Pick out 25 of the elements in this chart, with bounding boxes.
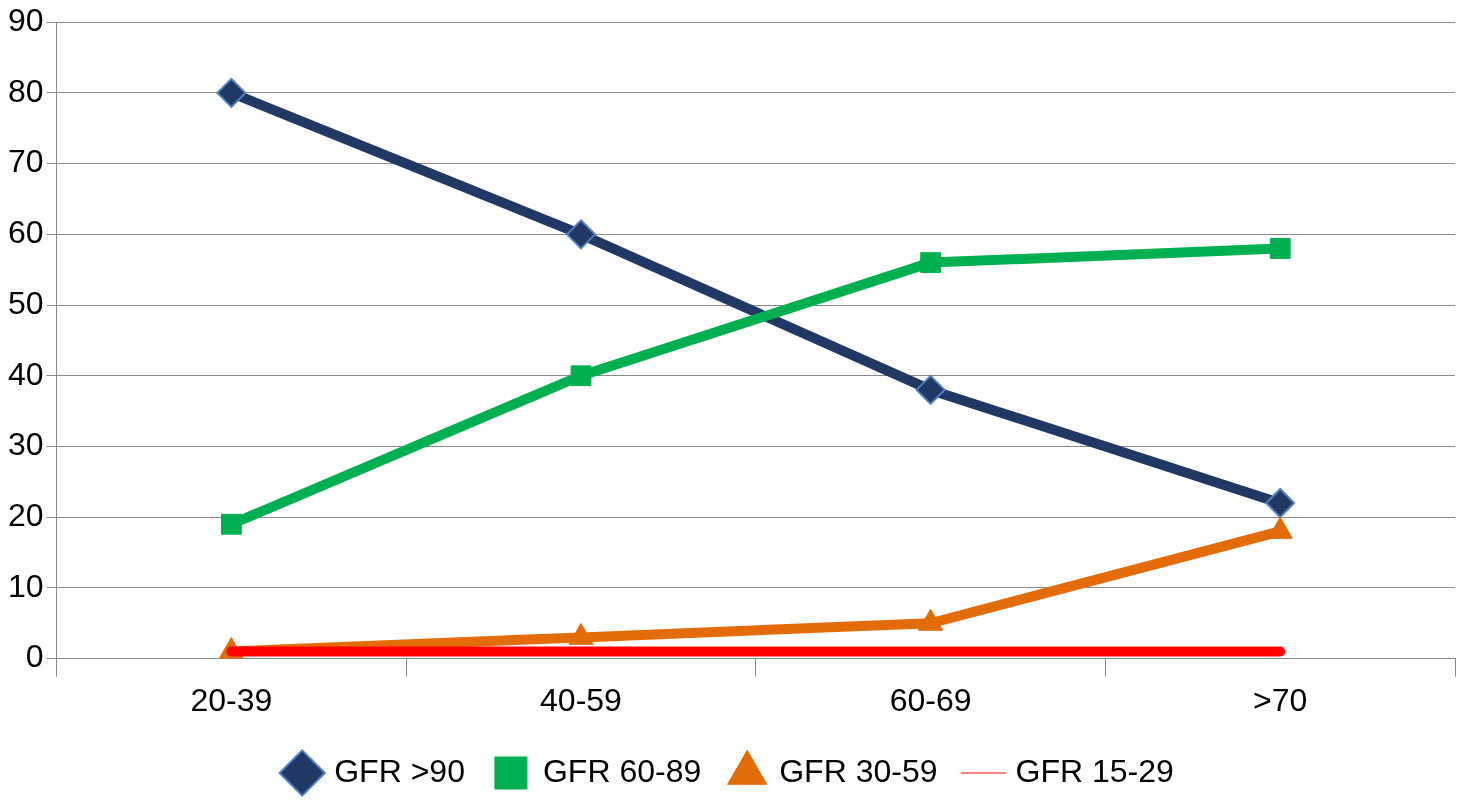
legend-label: GFR >90: [334, 752, 465, 789]
y-tick-label: 60: [8, 214, 44, 251]
x-tick-label: 20-39: [190, 681, 273, 718]
y-tick-label: 0: [25, 638, 44, 675]
legend-label: GFR 60-89: [542, 752, 702, 789]
legend-label: GFR 30-59: [779, 752, 938, 789]
y-tick-label: 30: [8, 426, 44, 463]
point: [570, 365, 592, 387]
legend-label: GFR 15-29: [1015, 752, 1174, 789]
y-tick-label: 20: [8, 497, 44, 534]
y-tick-label: 90: [8, 2, 44, 39]
y-tick-label: 50: [8, 284, 44, 321]
point: [566, 219, 596, 250]
y-tick-label: 70: [8, 143, 44, 180]
point: [568, 622, 594, 645]
y-tick-label: 40: [8, 355, 44, 392]
x-tick-label: 40-59: [540, 681, 622, 718]
y-tick-label: 80: [8, 72, 44, 109]
point: [917, 608, 944, 631]
point: [920, 252, 941, 274]
y-tick-label: 10: [8, 567, 44, 604]
point: [915, 374, 946, 405]
point: [1269, 238, 1291, 259]
x-tick-label: >70: [1253, 681, 1308, 718]
x-tick-label: 60-69: [889, 681, 972, 718]
